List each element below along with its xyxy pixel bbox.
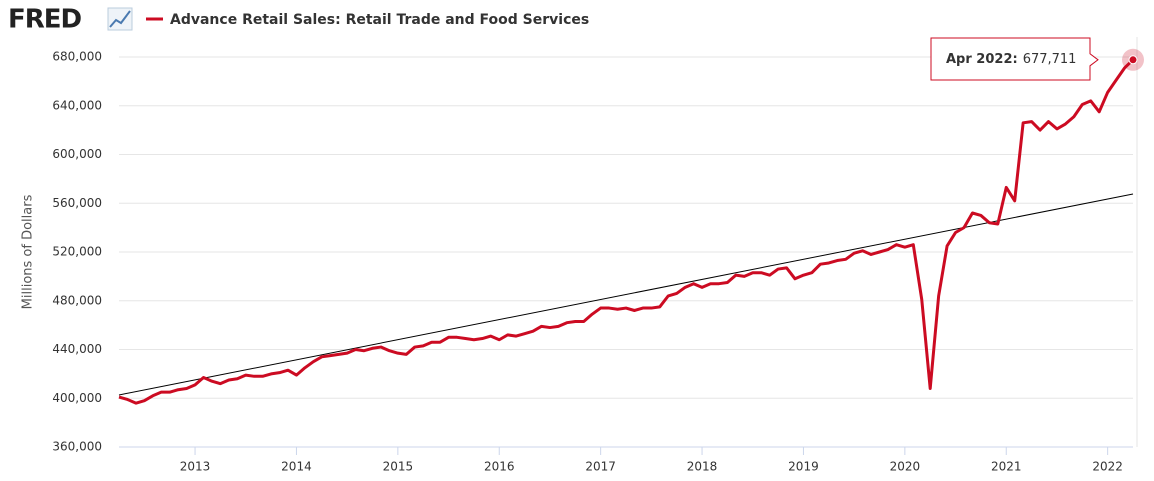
logo: FRED	[8, 5, 82, 35]
y-tick-label: 360,000	[52, 440, 102, 454]
y-tick-label: 680,000	[52, 50, 102, 64]
x-tick-label: 2013	[180, 460, 211, 474]
x-tick-label: 2015	[383, 460, 414, 474]
legend-label[interactable]: Advance Retail Sales: Retail Trade and F…	[170, 12, 589, 28]
hover-point	[1128, 55, 1138, 65]
y-tick-label: 440,000	[52, 342, 102, 356]
y-tick-label: 480,000	[52, 293, 102, 307]
y-tick-label: 520,000	[52, 245, 102, 259]
tooltip: Apr 2022: 677,711	[930, 37, 1099, 81]
tooltip-value: 677,711	[1023, 52, 1077, 67]
x-tick-label: 2017	[585, 460, 616, 474]
trend-line	[118, 193, 1134, 396]
x-tick-label: 2016	[484, 460, 515, 474]
y-tick-label: 640,000	[52, 98, 102, 112]
x-tick-label: 2020	[890, 460, 921, 474]
logo-icon	[107, 7, 133, 31]
x-tick-label: 2018	[687, 460, 718, 474]
x-tick-label: 2021	[991, 460, 1022, 474]
tooltip-box	[930, 37, 1099, 81]
y-axis-label: Millions of Dollars	[21, 194, 36, 309]
x-tick-label: 2014	[281, 460, 312, 474]
x-tick-label: 2019	[788, 460, 819, 474]
y-tick-label: 560,000	[52, 196, 102, 210]
y-tick-label: 600,000	[52, 147, 102, 161]
tooltip-date: Apr 2022:	[946, 52, 1018, 67]
y-tick-label: 400,000	[52, 391, 102, 405]
x-tick-label: 2022	[1092, 460, 1123, 474]
data-line	[118, 58, 1135, 405]
tooltip-text: Apr 2022: 677,711	[946, 52, 1076, 67]
